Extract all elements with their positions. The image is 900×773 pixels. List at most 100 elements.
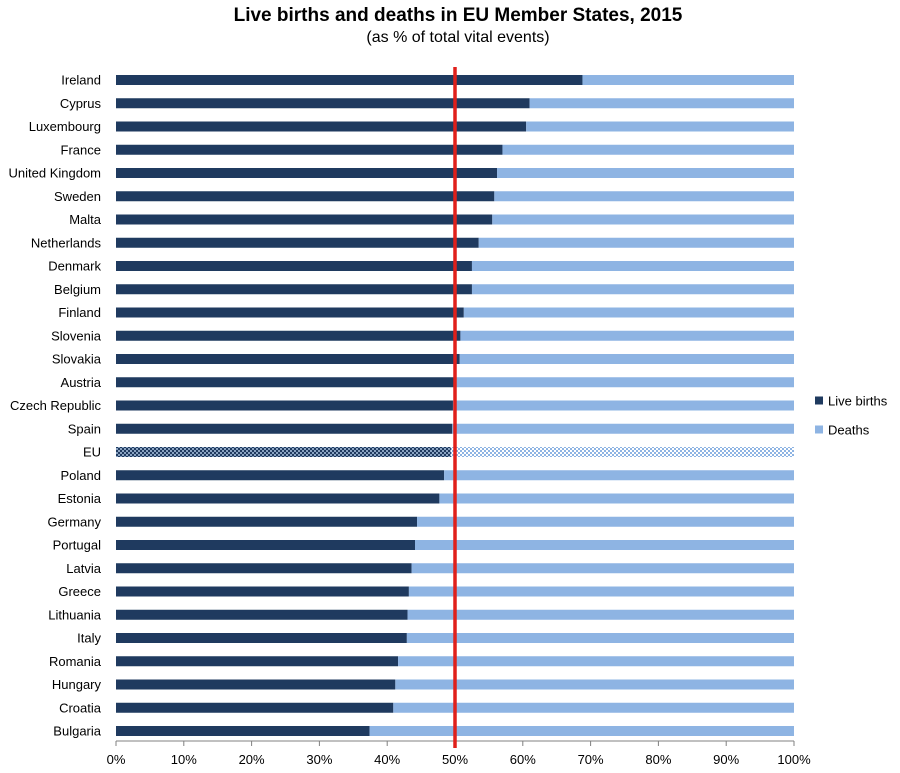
- bar-deaths-bulgaria: [369, 726, 794, 736]
- category-label: Lithuania: [48, 607, 102, 622]
- legend-swatch: [815, 396, 823, 405]
- bar-deaths-latvia: [411, 563, 794, 574]
- category-label: EU: [83, 445, 101, 460]
- bar-deaths-portugal: [414, 540, 794, 550]
- bar-deaths-lithuania: [407, 609, 794, 620]
- category-label: Greece: [58, 584, 101, 599]
- bar-live-births-slovenia: [116, 330, 461, 341]
- bar-live-births-spain: [116, 423, 453, 434]
- bar-live-births-romania: [116, 656, 399, 667]
- bar-deaths-eu: [450, 447, 794, 457]
- bar-live-births-finland: [116, 307, 464, 318]
- category-label: Spain: [68, 421, 101, 436]
- category-label: Austria: [61, 375, 102, 390]
- bar-deaths-hungary: [395, 679, 794, 690]
- category-label: Malta: [69, 212, 102, 227]
- bar-deaths-czech-republic: [452, 400, 794, 411]
- bar-live-births-austria: [116, 377, 454, 388]
- category-label: Poland: [61, 468, 101, 483]
- bar-live-births-latvia: [116, 563, 412, 574]
- category-label: Ireland: [61, 73, 101, 88]
- category-label: Slovenia: [51, 328, 102, 343]
- category-label: Denmark: [48, 259, 101, 274]
- bar-live-births-sweden: [116, 191, 495, 202]
- bar-deaths-united-kingdom: [497, 168, 794, 178]
- legend: Live births Deaths: [815, 394, 888, 438]
- category-labels: Ireland Cyprus Luxembourg France United King…: [9, 73, 102, 739]
- bar-deaths-france: [502, 144, 794, 155]
- category-label: Italy: [77, 631, 101, 646]
- x-tick-label: 60%: [510, 752, 536, 767]
- category-label: Portugal: [53, 538, 102, 553]
- bar-deaths-denmark: [471, 261, 794, 271]
- bar-deaths-slovakia: [459, 354, 794, 364]
- category-label: Romania: [49, 654, 102, 669]
- bar-deaths-croatia: [393, 702, 794, 713]
- category-label: France: [61, 142, 101, 157]
- chart-title: Live births and deaths in EU Member Stat…: [234, 5, 683, 26]
- category-label: Slovakia: [52, 352, 102, 367]
- category-label: Croatia: [59, 700, 102, 715]
- bar-live-births-luxembourg: [116, 121, 527, 132]
- x-tick-label: 20%: [239, 752, 265, 767]
- category-label: Luxembourg: [29, 119, 101, 134]
- x-tick-label: 80%: [645, 752, 671, 767]
- bar-group: [116, 75, 794, 736]
- category-label: United Kingdom: [9, 166, 102, 181]
- bar-live-births-cyprus: [116, 98, 530, 109]
- bar-live-births-netherlands: [116, 237, 479, 248]
- bar-live-births-italy: [116, 633, 407, 643]
- x-tick-label: 30%: [306, 752, 332, 767]
- category-label: Latvia: [66, 561, 101, 576]
- bar-deaths-austria: [453, 377, 794, 388]
- bar-live-births-poland: [116, 470, 445, 481]
- bar-deaths-poland: [444, 470, 794, 481]
- category-label: Germany: [48, 514, 102, 529]
- bar-live-births-portugal: [116, 540, 415, 550]
- bar-deaths-cyprus: [529, 98, 794, 109]
- category-label: Belgium: [54, 282, 101, 297]
- bar-live-births-slovakia: [116, 354, 460, 364]
- bar-deaths-netherlands: [478, 237, 794, 248]
- bar-live-births-bulgaria: [116, 726, 370, 736]
- legend-swatch: [815, 425, 823, 434]
- bar-live-births-germany: [116, 516, 418, 527]
- category-label: Czech Republic: [10, 398, 102, 413]
- bar-live-births-eu: [116, 447, 451, 457]
- bar-deaths-slovenia: [460, 330, 794, 341]
- bar-deaths-belgium: [471, 284, 794, 295]
- bar-live-births-france: [116, 144, 503, 155]
- bar-live-births-lithuania: [116, 609, 408, 620]
- bar-deaths-germany: [417, 516, 794, 527]
- category-label: Netherlands: [31, 235, 102, 250]
- x-tick-label: 50%: [442, 752, 468, 767]
- category-label: Sweden: [54, 189, 101, 204]
- category-label: Cyprus: [60, 96, 102, 111]
- category-label: Bulgaria: [53, 724, 101, 739]
- bar-deaths-estonia: [439, 493, 794, 504]
- bar-deaths-finland: [463, 307, 794, 318]
- x-tick-label: 0%: [107, 752, 126, 767]
- chart-subtitle: (as % of total vital events): [366, 29, 549, 46]
- x-tick-label: 40%: [374, 752, 400, 767]
- x-tick-label: 10%: [171, 752, 197, 767]
- bar-deaths-malta: [492, 214, 794, 225]
- bar-deaths-luxembourg: [526, 121, 794, 132]
- category-label: Estonia: [58, 491, 102, 506]
- bar-live-births-united-kingdom: [116, 168, 498, 178]
- bar-live-births-czech-republic: [116, 400, 453, 411]
- bar-deaths-greece: [408, 586, 794, 597]
- bar-live-births-estonia: [116, 493, 440, 504]
- category-label: Hungary: [52, 677, 102, 692]
- bar-deaths-sweden: [494, 191, 794, 202]
- x-tick-label: 70%: [578, 752, 604, 767]
- bar-deaths-italy: [406, 633, 794, 643]
- bar-live-births-denmark: [116, 261, 472, 271]
- category-label: Finland: [58, 305, 101, 320]
- x-axis: 0% 10% 20% 30% 40% 50% 60% 70% 80% 90% 100%: [107, 740, 811, 767]
- bar-deaths-ireland: [582, 75, 794, 85]
- bar-live-births-hungary: [116, 679, 396, 690]
- bar-deaths-spain: [452, 423, 794, 434]
- legend-label: Deaths: [828, 423, 870, 438]
